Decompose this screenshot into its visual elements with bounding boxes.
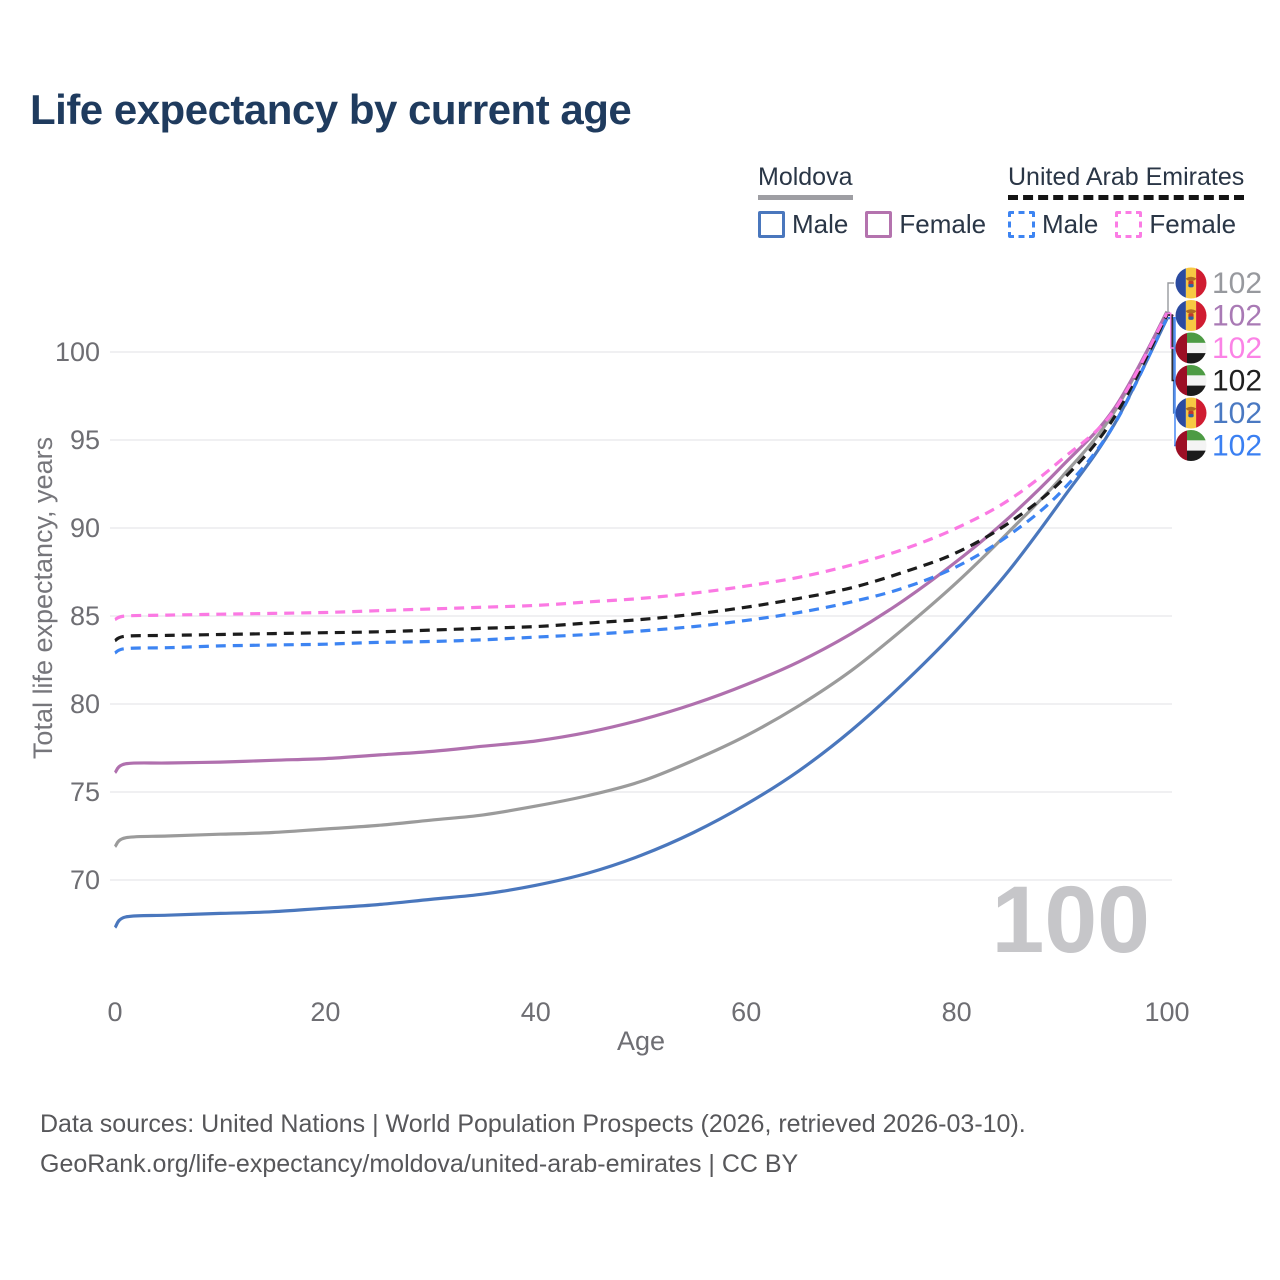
flag-emblem (1185, 309, 1197, 314)
flag-stripe (1175, 430, 1187, 461)
flag-stripe (1175, 300, 1186, 331)
series-line-ae-both (114, 314, 1169, 643)
legend-item-label: Male (792, 209, 849, 239)
end-value-label: 102 (1212, 267, 1262, 300)
y-tick-label: 90 (70, 513, 100, 543)
series-line-ae-female (114, 312, 1169, 622)
moldova-flag-icon (1175, 267, 1207, 299)
end-value-label: 102 (1212, 332, 1262, 365)
uae-female-swatch-icon (1115, 211, 1143, 238)
flag-art (1175, 397, 1207, 429)
uae-flag-icon (1175, 430, 1207, 461)
flag-stripe (1187, 430, 1207, 441)
legend-item-label: Male (1042, 209, 1099, 239)
flag-emblem (1188, 316, 1194, 320)
flag-stripe (1175, 332, 1187, 364)
legend: Moldova Male Female United Arab Emirates… (0, 0, 1280, 250)
x-tick-label: 0 (107, 997, 122, 1027)
end-label-connector (1167, 282, 1174, 313)
flag-art (1175, 365, 1207, 396)
flag-stripe (1175, 365, 1187, 396)
series-line-md-female (113, 311, 1169, 774)
end-value-label: 102 (1212, 365, 1262, 398)
end-label-connector (1167, 312, 1174, 349)
page-title: Life expectancy by current age (30, 86, 632, 133)
end-value-label: 102 (1212, 397, 1262, 430)
x-tick-label: 20 (310, 997, 340, 1027)
flag-stripe (1196, 300, 1207, 331)
flag-emblem (1185, 276, 1197, 281)
legend-item-moldova-female[interactable]: Female (865, 209, 986, 240)
end-value-label: 102 (1212, 430, 1262, 463)
flag-stripe (1187, 385, 1207, 396)
footer-url-line: GeoRank.org/life-expectancy/moldova/unit… (40, 1150, 799, 1178)
series-line-md-both (113, 310, 1169, 848)
uae-flag-icon (1175, 365, 1207, 396)
y-tick-label: 70 (70, 865, 100, 895)
flag-stripe (1187, 440, 1207, 451)
legend-item-uae-male[interactable]: Male (1008, 209, 1098, 240)
moldova-flag-icon (1175, 300, 1207, 331)
flag-stripe (1187, 365, 1207, 376)
y-tick-label: 80 (70, 689, 100, 719)
uae-male-swatch-icon (1008, 211, 1035, 238)
x-tick-label: 40 (521, 997, 551, 1027)
legend-header-moldova: Moldova (758, 163, 853, 200)
y-axis-title: Total life expectancy, years (28, 437, 58, 759)
uae-flag-icon (1175, 332, 1207, 364)
legend-item-uae-female[interactable]: Female (1115, 209, 1236, 240)
legend-items-moldova: Male Female (758, 209, 986, 240)
gridlines: 70 75 80 85 90 95 100 (55, 337, 1172, 895)
flag-art (1175, 300, 1207, 331)
footer: Data sources: United Nations | World Pop… (40, 1104, 1026, 1184)
moldova-male-swatch-icon (758, 211, 785, 238)
y-tick-label: 85 (70, 601, 100, 631)
y-tick-label: 95 (70, 425, 100, 455)
y-tick-label: 75 (70, 777, 100, 807)
legend-item-label: Female (899, 209, 987, 239)
flag-emblem (1188, 414, 1194, 418)
legend-item-moldova-male[interactable]: Male (758, 209, 848, 240)
flag-stripe (1187, 450, 1207, 461)
flag-stripe (1175, 397, 1186, 429)
x-axis-title: Age (617, 1026, 665, 1056)
footer-source-line: Data sources: United Nations | World Pop… (40, 1110, 1026, 1138)
flag-art (1175, 267, 1207, 299)
age-watermark: 100 (991, 867, 1150, 973)
flag-art (1175, 430, 1207, 461)
flag-stripe (1187, 353, 1207, 364)
y-tick-label: 100 (55, 337, 100, 367)
flag-emblem (1188, 284, 1194, 288)
legend-group-uae: United Arab Emirates Male Female (1008, 163, 1245, 240)
legend-items-uae: Male Female (1008, 209, 1244, 240)
flag-stripe (1196, 267, 1207, 299)
series-lines (113, 310, 1169, 929)
series-line-ae-male (114, 316, 1169, 655)
moldova-female-swatch-icon (865, 211, 893, 238)
flag-stripe (1175, 267, 1186, 299)
flag-stripe (1187, 332, 1207, 343)
flag-art (1175, 332, 1207, 364)
flag-stripe (1187, 375, 1207, 386)
x-tick-label: 80 (942, 997, 972, 1027)
x-tick-label: 60 (731, 997, 761, 1027)
flag-stripe (1196, 397, 1207, 429)
end-value-label: 102 (1212, 300, 1262, 333)
legend-group-moldova: Moldova Male Female (758, 163, 986, 240)
series-line-md-male (113, 317, 1169, 929)
chart-svg: 70 75 80 85 90 95 100 0 20 40 60 80 100 Age Total life… (28, 267, 1262, 1056)
x-tick-label: 100 (1144, 997, 1189, 1027)
flag-emblem (1185, 406, 1197, 411)
moldova-flag-icon (1175, 397, 1207, 429)
legend-header-uae: United Arab Emirates (1008, 163, 1245, 200)
legend-item-label: Female (1149, 209, 1237, 239)
flag-stripe (1187, 342, 1207, 354)
